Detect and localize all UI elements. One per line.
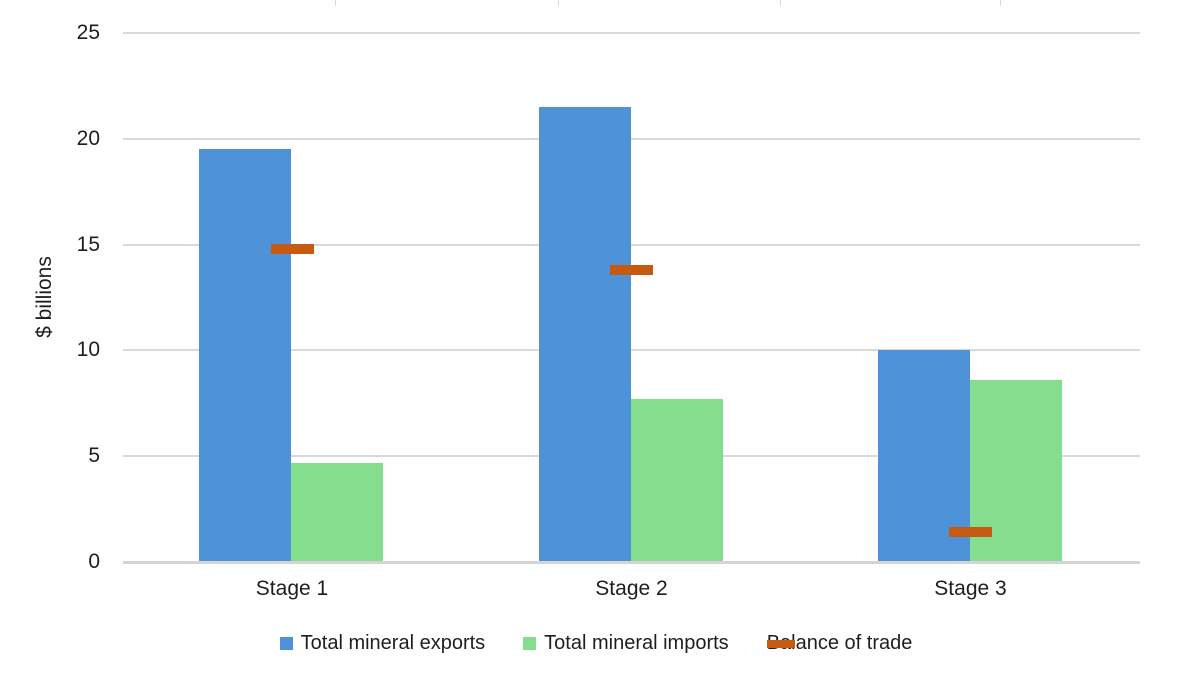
legend-item: Total mineral imports xyxy=(523,632,729,655)
imports-bar xyxy=(291,462,383,562)
y-gridline xyxy=(123,137,1140,140)
y-axis-tick-label: 0 xyxy=(88,550,100,573)
legend: Total mineral exports Total mineral impor… xyxy=(0,632,1192,655)
y-axis-tick-label: 20 xyxy=(76,126,100,150)
imports-bar xyxy=(630,399,723,562)
top-tick-mark xyxy=(1000,0,1001,6)
y-axis-title: $ billions xyxy=(33,256,56,338)
legend-square-swatch-icon xyxy=(523,637,537,650)
exports-bar xyxy=(199,149,291,562)
y-gridline xyxy=(123,32,1140,34)
legend-label: Total mineral exports xyxy=(300,632,486,654)
x-axis-category-label: Stage 1 xyxy=(255,577,329,600)
top-tick-mark xyxy=(335,0,336,6)
y-axis-tick-label: 25 xyxy=(76,21,100,44)
legend-item: Balance of trade xyxy=(766,632,913,655)
y-axis-tick-label: 10 xyxy=(76,338,100,362)
y-axis-tick-label: 15 xyxy=(76,232,100,256)
x-axis-category-label: Stage 3 xyxy=(934,577,1007,600)
legend-item: Total mineral exports xyxy=(279,632,486,655)
exports-bar xyxy=(877,350,970,562)
balance-of-trade-dash xyxy=(610,264,653,275)
x-axis-category-label: Stage 2 xyxy=(595,577,668,600)
legend-label: Balance of trade xyxy=(766,632,913,654)
exports-bar xyxy=(538,107,631,562)
balance-of-trade-dash xyxy=(270,243,314,254)
balance-of-trade-dash xyxy=(949,527,992,538)
top-tick-mark xyxy=(780,0,781,6)
legend-dash-swatch-icon xyxy=(766,639,795,648)
legend-label: Total mineral imports xyxy=(544,632,729,654)
top-tick-mark xyxy=(558,0,559,6)
y-gridline xyxy=(123,243,1140,246)
x-axis-line xyxy=(123,561,1140,564)
y-axis-tick-label: 5 xyxy=(88,444,100,468)
y-gridline xyxy=(123,349,1140,352)
legend-square-swatch-icon xyxy=(279,637,293,650)
